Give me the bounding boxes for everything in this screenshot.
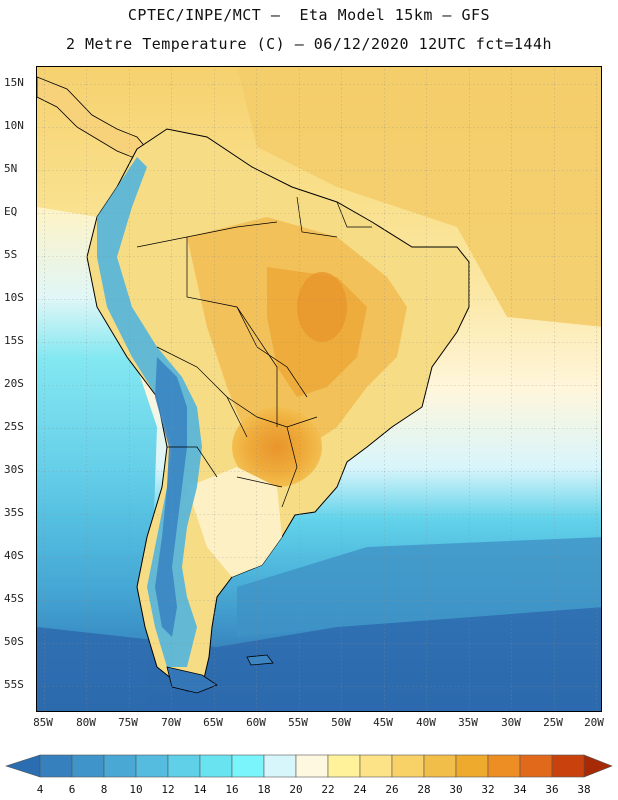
lat-lon-grid — [37, 67, 601, 711]
lon-label: 35W — [458, 716, 478, 729]
lon-label: 60W — [246, 716, 266, 729]
lon-label: 65W — [203, 716, 223, 729]
colorbar-level-label: 8 — [100, 783, 108, 796]
lat-label: 5S — [4, 248, 18, 261]
colorbar-level-label: 4 — [36, 783, 44, 796]
lat-label: EQ — [4, 205, 18, 218]
colorbar-level-label: 26 — [385, 783, 399, 796]
colorbar-swatch — [327, 754, 361, 778]
colorbar-level-label: 22 — [321, 783, 335, 796]
lat-label: 10N — [4, 119, 24, 132]
lon-label: 50W — [331, 716, 351, 729]
lon-label: 55W — [288, 716, 308, 729]
colorbar-level-label: 10 — [129, 783, 143, 796]
map-canvas — [37, 67, 601, 711]
lat-label: 20S — [4, 377, 24, 390]
lon-label: 20W — [584, 716, 604, 729]
colorbar-swatch — [199, 754, 233, 778]
lat-label: 50S — [4, 635, 24, 648]
colorbar-swatch — [231, 754, 265, 778]
colorbar-swatch — [423, 754, 457, 778]
colorbar-arrow-high — [583, 754, 613, 778]
temperature-colorbar — [5, 754, 613, 778]
colorbar-arrow-low — [5, 754, 41, 778]
lon-label: 70W — [161, 716, 181, 729]
colorbar-level-label: 12 — [161, 783, 175, 796]
lon-label: 80W — [76, 716, 96, 729]
colorbar-swatch — [71, 754, 105, 778]
lat-label: 45S — [4, 592, 24, 605]
lon-label: 85W — [33, 716, 53, 729]
colorbar-level-label: 20 — [289, 783, 303, 796]
lat-label: 30S — [4, 463, 24, 476]
colorbar-swatch — [167, 754, 201, 778]
colorbar-swatch — [39, 754, 73, 778]
colorbar-swatch — [455, 754, 489, 778]
map-title-line1: CPTEC/INPE/MCT – Eta Model 15km – GFS — [127, 6, 491, 24]
colorbar-swatch — [391, 754, 425, 778]
colorbar-level-label: 14 — [193, 783, 207, 796]
colorbar-level-label: 32 — [481, 783, 495, 796]
lat-label: 25S — [4, 420, 24, 433]
temperature-map — [36, 66, 602, 712]
colorbar-level-label: 30 — [449, 783, 463, 796]
colorbar-swatch — [263, 754, 297, 778]
colorbar-level-label: 16 — [225, 783, 239, 796]
colorbar-swatch — [551, 754, 585, 778]
colorbar-level-label: 18 — [257, 783, 271, 796]
lon-label: 75W — [118, 716, 138, 729]
colorbar-level-label: 34 — [513, 783, 527, 796]
colorbar-swatch — [487, 754, 521, 778]
map-title-line2: 2 Metre Temperature (C) – 06/12/2020 12U… — [65, 35, 553, 53]
lat-label: 35S — [4, 506, 24, 519]
colorbar-level-label: 24 — [353, 783, 367, 796]
colorbar-level-label: 36 — [545, 783, 559, 796]
colorbar-level-label: 6 — [68, 783, 76, 796]
lon-label: 25W — [543, 716, 563, 729]
lat-label: 15S — [4, 334, 24, 347]
colorbar-level-label: 38 — [577, 783, 591, 796]
colorbar-level-label: 28 — [417, 783, 431, 796]
lat-label: 55S — [4, 678, 24, 691]
lat-label: 15N — [4, 76, 24, 89]
colorbar-swatch — [519, 754, 553, 778]
colorbar-swatch — [295, 754, 329, 778]
colorbar-swatch — [103, 754, 137, 778]
lat-label: 40S — [4, 549, 24, 562]
colorbar-swatch — [359, 754, 393, 778]
lon-label: 40W — [416, 716, 436, 729]
lat-label: 10S — [4, 291, 24, 304]
lon-label: 45W — [373, 716, 393, 729]
lat-label: 5N — [4, 162, 18, 175]
lon-label: 30W — [501, 716, 521, 729]
colorbar-swatch — [135, 754, 169, 778]
